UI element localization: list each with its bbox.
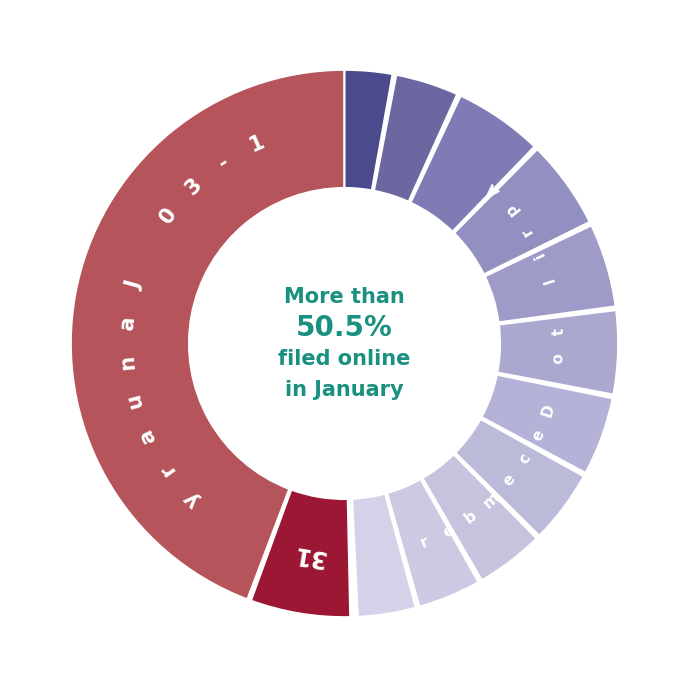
Text: t: t	[551, 328, 566, 336]
Text: b: b	[462, 508, 480, 526]
Wedge shape	[497, 310, 618, 394]
Text: l: l	[542, 275, 557, 284]
Text: filed online: filed online	[278, 349, 411, 369]
Text: J: J	[124, 279, 145, 292]
Text: i: i	[532, 249, 548, 260]
Text: e: e	[440, 522, 457, 541]
Text: 0: 0	[156, 204, 181, 227]
Wedge shape	[455, 419, 584, 536]
Text: a: a	[117, 315, 138, 331]
Text: y: y	[181, 487, 204, 511]
Text: n: n	[117, 354, 138, 370]
Wedge shape	[374, 75, 457, 202]
Text: a: a	[136, 426, 160, 447]
Text: r: r	[418, 534, 431, 551]
Wedge shape	[344, 70, 393, 190]
Wedge shape	[387, 479, 478, 607]
Text: e: e	[501, 472, 519, 489]
Text: r: r	[156, 460, 178, 480]
Text: in January: in January	[285, 380, 404, 400]
Text: o: o	[551, 353, 566, 364]
Text: c: c	[517, 451, 534, 466]
Text: 50.5%: 50.5%	[296, 314, 393, 342]
Text: m: m	[480, 489, 502, 511]
Text: 3: 3	[181, 174, 205, 199]
Wedge shape	[482, 374, 613, 473]
Wedge shape	[485, 225, 616, 322]
Wedge shape	[411, 95, 535, 232]
Wedge shape	[251, 490, 350, 617]
Text: p: p	[502, 201, 521, 218]
Wedge shape	[352, 494, 416, 617]
Wedge shape	[422, 454, 537, 581]
Wedge shape	[71, 70, 344, 599]
Wedge shape	[454, 149, 590, 274]
Text: e: e	[529, 428, 547, 444]
Text: A: A	[484, 180, 504, 199]
Text: r: r	[519, 224, 535, 238]
Text: -: -	[214, 152, 233, 173]
Text: More than: More than	[284, 287, 405, 307]
Text: 31: 31	[291, 541, 328, 570]
Text: 1: 1	[247, 132, 268, 156]
Text: u: u	[123, 390, 146, 410]
Text: D: D	[539, 403, 557, 419]
